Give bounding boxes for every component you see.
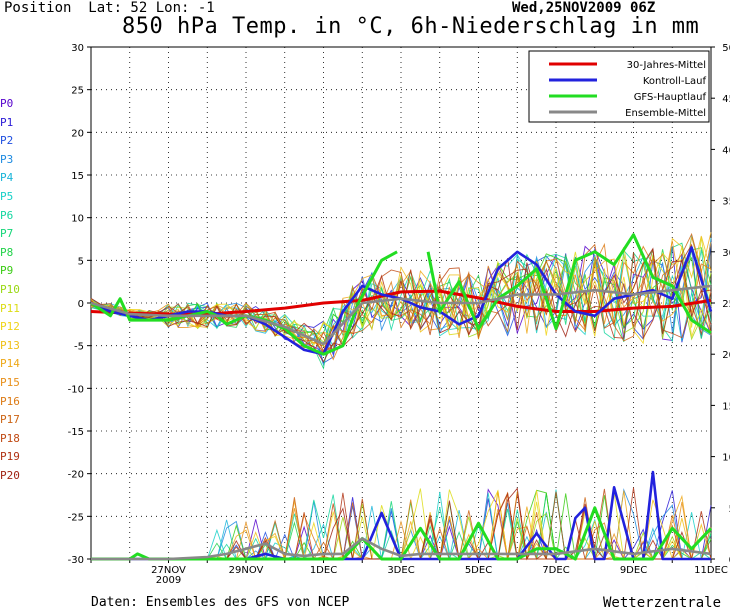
y-right-tick-label: 35 xyxy=(722,197,730,208)
legend: 30-Jahres-Mittel Kontroll-Lauf GFS-Hauptla… xyxy=(528,50,710,123)
y-left-tick-label: 15 xyxy=(71,171,84,182)
member-temp-line-p20 xyxy=(90,247,712,363)
x-year-label: 2009 xyxy=(156,575,181,586)
x-tick-label: 9DEC xyxy=(620,565,647,576)
highlighted-series xyxy=(90,233,713,561)
y-left-tick-label: 0 xyxy=(78,299,84,310)
member-label-p8: P8 xyxy=(0,245,14,259)
member-label-p13: P13 xyxy=(0,338,20,352)
series-precipitation-ensemble-mittel xyxy=(91,537,712,561)
x-tick-label: 27NOV xyxy=(151,565,186,576)
member-label-p14: P14 xyxy=(0,357,20,371)
y-left-tick-label: -20 xyxy=(68,470,84,481)
member-label-p0: P0 xyxy=(0,97,14,110)
x-tick-label: 1DEC xyxy=(310,565,337,576)
y-left-tick-label: 5 xyxy=(78,256,84,267)
y-right-tick-label: 5 xyxy=(729,504,730,515)
member-label-p4: P4 xyxy=(0,171,14,185)
y-right-tick-label: 0 xyxy=(729,555,730,566)
y-right-tick-label: 15 xyxy=(722,401,730,412)
member-label-p18: P18 xyxy=(0,431,20,445)
member-label-p17: P17 xyxy=(0,413,20,427)
member-label-p10: P10 xyxy=(0,283,20,296)
member-label-p5: P5 xyxy=(0,190,14,203)
y-right-tick-label: 20 xyxy=(722,350,730,361)
y-left-tick-label: 20 xyxy=(71,128,84,139)
y-left-tick-label: 25 xyxy=(71,86,84,97)
y-left-tick-label: 10 xyxy=(71,214,84,225)
y-left-tick-label: 30 xyxy=(71,43,84,54)
y-left-tick-label: -15 xyxy=(68,427,84,438)
series-precipitation-kontroll-lauf xyxy=(91,470,711,561)
y-right-tick-label: 50 xyxy=(722,43,730,54)
brand-label: Wetterzentrale xyxy=(603,595,722,611)
x-tick-label: 3DEC xyxy=(387,565,414,576)
y-right-tick-label: 10 xyxy=(722,453,730,464)
member-label-p19: P19 xyxy=(0,450,20,464)
x-tick-label: 29NOV xyxy=(229,565,264,576)
series-precipitation-gfs-hauptlauf xyxy=(91,506,713,561)
member-label-p15: P15 xyxy=(0,376,20,389)
model-run-label: Wed,25NOV2009 06Z xyxy=(512,0,656,16)
member-label-p7: P7 xyxy=(0,227,14,241)
x-tick-label: 11DEC xyxy=(694,565,728,576)
y-left-tick-label: -30 xyxy=(68,555,84,566)
member-label-p3: P3 xyxy=(0,152,14,166)
series-temperature-gfs-hauptlauf xyxy=(90,250,398,356)
y-right-tick-label: 30 xyxy=(722,248,730,259)
y-left-tick-label: -10 xyxy=(68,384,84,395)
member-label-p12: P12 xyxy=(0,320,20,334)
member-temp-line-p19 xyxy=(90,243,712,353)
axes: -30 -25 -20 -15 -10 -5 0 5 10 15 20 25 30 0 5 10 15 20 25 3… xyxy=(68,43,730,586)
member-label-p9: P9 xyxy=(0,264,14,278)
y-right-tick-label: 25 xyxy=(722,299,730,310)
member-label-p6: P6 xyxy=(0,208,14,222)
y-right-tick-label: 45 xyxy=(722,94,730,105)
series-temperature-ensemble-mittel xyxy=(90,284,712,346)
legend-label: GFS-Hauptlauf xyxy=(634,92,707,103)
y-right-tick-label: 40 xyxy=(722,145,730,156)
legend-label: Ensemble-Mittel xyxy=(625,108,706,119)
member-label-p11: P11 xyxy=(0,301,20,315)
y-left-tick-label: -5 xyxy=(74,342,84,353)
legend-label: Kontroll-Lauf xyxy=(643,76,707,87)
y-left-tick-label: -25 xyxy=(68,512,84,523)
position-label: Position Lat: 52 Lon: -1 xyxy=(4,0,215,16)
x-tick-label: 7DEC xyxy=(542,565,569,576)
chart-title: 850 hPa Temp. in °C, 6h-Niederschlag in … xyxy=(122,14,700,39)
data-source-note: Daten: Ensembles des GFS von NCEP xyxy=(91,595,350,610)
member-label-p20: P20 xyxy=(0,469,20,482)
member-label-p16: P16 xyxy=(0,394,20,408)
legend-label: 30-Jahres-Mittel xyxy=(627,60,706,71)
x-tick-label: 5DEC xyxy=(465,565,492,576)
member-temp-line-p9 xyxy=(90,253,712,348)
member-label-p2: P2 xyxy=(0,134,14,148)
member-label-p1: P1 xyxy=(0,115,14,129)
ensemble-member-lines xyxy=(90,232,712,561)
